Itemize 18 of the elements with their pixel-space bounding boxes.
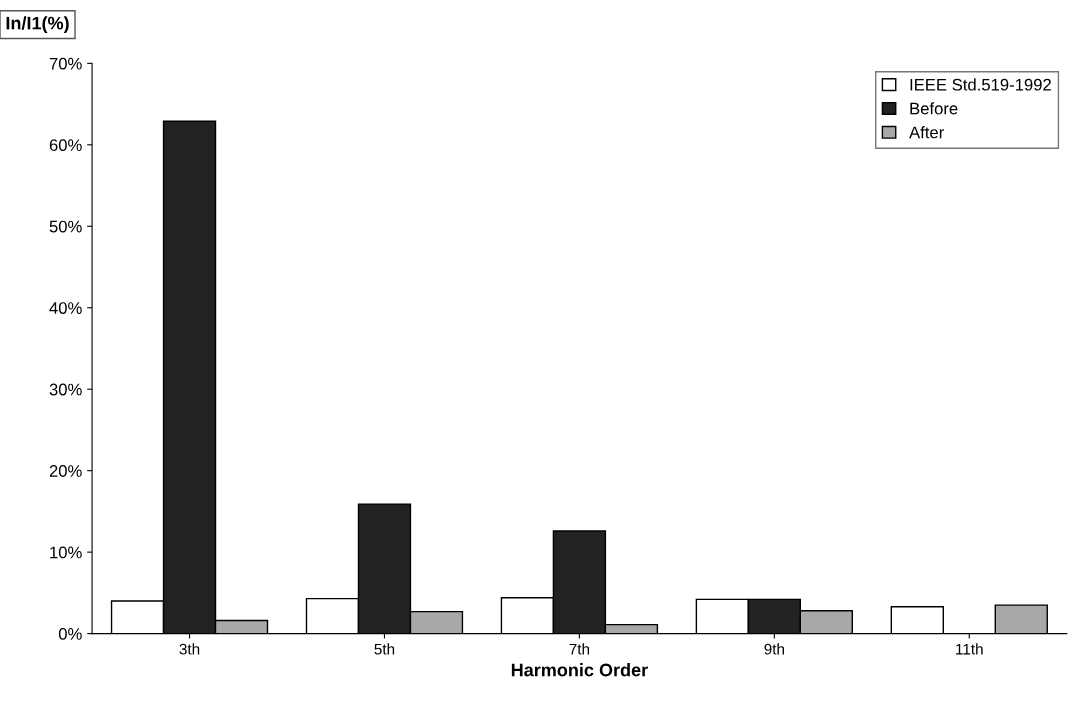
- y-tick-label: 70%: [49, 57, 82, 70]
- x-tick-label: 5th: [374, 643, 395, 655]
- y-axis-title: In/I1(%): [6, 16, 69, 34]
- x-tick-label: 9th: [764, 643, 784, 655]
- y-tick-label: 20%: [49, 465, 82, 477]
- y-tick-label: 50%: [49, 220, 82, 233]
- y-tick-label: 60%: [49, 139, 82, 152]
- legend-label: Before: [910, 102, 958, 115]
- x-axis-title: Harmonic Order: [511, 663, 648, 677]
- y-tick-label: 40%: [49, 302, 82, 314]
- x-tick-label: 7th: [569, 643, 590, 655]
- y-tick-label: 10%: [50, 546, 82, 559]
- legend-label: IEEE Std.519-1992: [910, 78, 1051, 91]
- y-tick-label: 0%: [58, 628, 82, 640]
- x-tick-label: 11th: [956, 643, 983, 655]
- legend-label: After: [909, 126, 944, 139]
- y-tick-label: 30%: [49, 383, 82, 396]
- x-tick-label: 3th: [179, 643, 200, 655]
